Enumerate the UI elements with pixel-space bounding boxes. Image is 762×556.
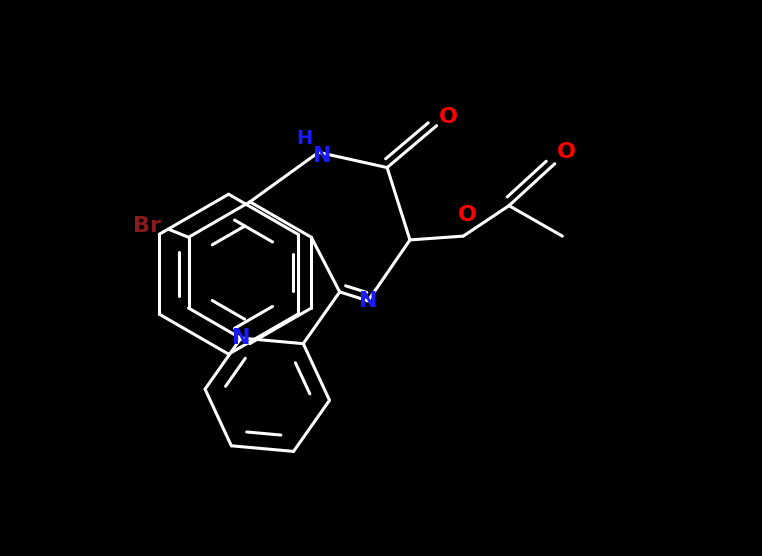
Text: H: H [296, 129, 313, 148]
Text: N: N [359, 291, 377, 311]
Text: O: O [557, 142, 575, 162]
Text: Br: Br [133, 216, 161, 236]
Text: O: O [439, 107, 457, 127]
Text: N: N [232, 328, 250, 348]
Text: N: N [313, 146, 331, 166]
Text: O: O [458, 205, 476, 225]
